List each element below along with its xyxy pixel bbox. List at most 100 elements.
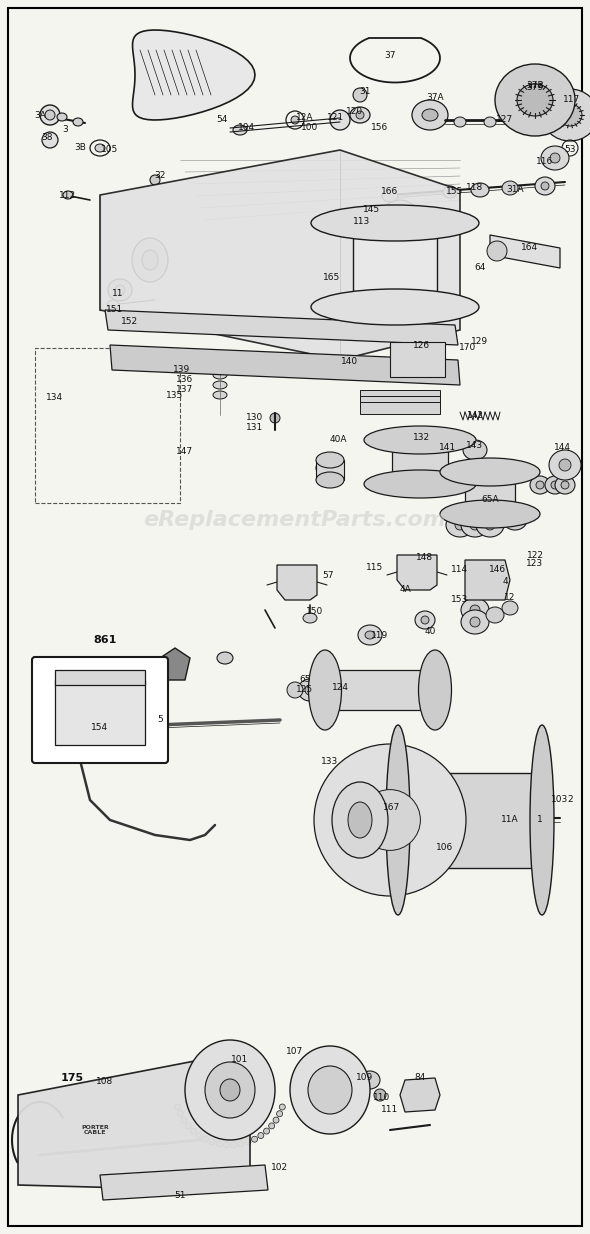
Bar bbox=[398, 772, 543, 868]
Text: 102: 102 bbox=[271, 1164, 289, 1172]
Text: 127: 127 bbox=[496, 116, 513, 125]
Text: 140: 140 bbox=[342, 358, 359, 366]
Text: PORTER
CABLE: PORTER CABLE bbox=[81, 1124, 109, 1135]
Text: 12: 12 bbox=[504, 594, 516, 602]
Text: 117: 117 bbox=[563, 95, 581, 105]
Ellipse shape bbox=[330, 110, 350, 130]
Ellipse shape bbox=[380, 200, 420, 239]
Text: 111: 111 bbox=[381, 1106, 399, 1114]
Text: 112: 112 bbox=[60, 190, 77, 200]
Ellipse shape bbox=[535, 176, 555, 195]
Text: 137: 137 bbox=[176, 385, 194, 395]
Ellipse shape bbox=[461, 610, 489, 634]
Ellipse shape bbox=[463, 441, 487, 460]
Text: 131: 131 bbox=[247, 423, 264, 432]
Text: 31: 31 bbox=[359, 88, 371, 96]
Text: 129: 129 bbox=[471, 338, 489, 347]
Ellipse shape bbox=[220, 1079, 240, 1101]
Bar bbox=[325, 670, 435, 710]
Ellipse shape bbox=[330, 681, 350, 698]
Ellipse shape bbox=[238, 1141, 244, 1146]
Ellipse shape bbox=[305, 685, 315, 695]
Ellipse shape bbox=[382, 190, 398, 202]
Bar bbox=[360, 390, 440, 402]
Text: 125: 125 bbox=[296, 686, 313, 695]
Ellipse shape bbox=[558, 104, 582, 126]
Ellipse shape bbox=[440, 458, 540, 486]
Text: 132: 132 bbox=[414, 433, 431, 443]
Ellipse shape bbox=[233, 125, 247, 135]
Text: 37: 37 bbox=[384, 52, 396, 60]
Ellipse shape bbox=[231, 1141, 237, 1148]
Ellipse shape bbox=[191, 1128, 196, 1134]
Ellipse shape bbox=[487, 241, 507, 262]
Text: 142: 142 bbox=[467, 411, 483, 420]
Text: 51: 51 bbox=[174, 1191, 186, 1199]
Text: 165: 165 bbox=[323, 274, 340, 283]
Text: 379: 379 bbox=[526, 84, 543, 93]
Text: 152: 152 bbox=[122, 317, 139, 327]
Ellipse shape bbox=[181, 1117, 187, 1123]
Text: 101: 101 bbox=[231, 1055, 248, 1065]
Text: 37B: 37B bbox=[526, 80, 544, 90]
Polygon shape bbox=[18, 1060, 250, 1190]
Text: 144: 144 bbox=[553, 443, 571, 453]
Text: 146: 146 bbox=[490, 565, 507, 575]
Ellipse shape bbox=[314, 744, 466, 896]
Ellipse shape bbox=[217, 652, 233, 664]
Text: 133: 133 bbox=[322, 758, 339, 766]
Ellipse shape bbox=[418, 650, 451, 731]
Text: 106: 106 bbox=[437, 844, 454, 853]
Text: 134: 134 bbox=[47, 394, 64, 402]
Ellipse shape bbox=[470, 605, 480, 615]
Text: 122: 122 bbox=[526, 550, 543, 559]
Polygon shape bbox=[100, 1165, 268, 1199]
Text: 135: 135 bbox=[166, 390, 183, 400]
Text: 11: 11 bbox=[112, 289, 124, 297]
Ellipse shape bbox=[422, 109, 438, 121]
Bar bbox=[55, 670, 145, 685]
Text: 108: 108 bbox=[96, 1077, 114, 1086]
Ellipse shape bbox=[470, 520, 480, 529]
Text: 3A: 3A bbox=[34, 111, 46, 120]
Ellipse shape bbox=[108, 279, 132, 301]
Ellipse shape bbox=[57, 114, 67, 121]
Ellipse shape bbox=[213, 391, 227, 399]
Polygon shape bbox=[100, 151, 460, 360]
Ellipse shape bbox=[503, 510, 527, 529]
Ellipse shape bbox=[550, 153, 560, 163]
Ellipse shape bbox=[273, 1117, 279, 1123]
Ellipse shape bbox=[196, 1133, 202, 1139]
Polygon shape bbox=[400, 1079, 440, 1112]
Text: 155: 155 bbox=[447, 188, 464, 196]
Bar bbox=[392, 441, 448, 484]
Text: 143: 143 bbox=[467, 441, 484, 449]
Ellipse shape bbox=[447, 189, 453, 195]
Polygon shape bbox=[133, 30, 255, 120]
Ellipse shape bbox=[551, 481, 559, 489]
Text: 57: 57 bbox=[322, 570, 334, 580]
Ellipse shape bbox=[455, 520, 465, 529]
Ellipse shape bbox=[415, 611, 435, 629]
Text: eReplacementParts.com: eReplacementParts.com bbox=[143, 510, 447, 529]
Text: 12A: 12A bbox=[296, 114, 314, 122]
Text: 150: 150 bbox=[306, 607, 324, 617]
Ellipse shape bbox=[530, 476, 550, 494]
Ellipse shape bbox=[386, 726, 410, 914]
Text: 154: 154 bbox=[91, 723, 109, 733]
Ellipse shape bbox=[443, 186, 457, 197]
Ellipse shape bbox=[356, 111, 364, 118]
Ellipse shape bbox=[251, 1137, 258, 1143]
Ellipse shape bbox=[95, 676, 105, 684]
Ellipse shape bbox=[495, 64, 575, 136]
Text: 100: 100 bbox=[301, 123, 319, 132]
Text: 147: 147 bbox=[176, 448, 194, 457]
Bar bbox=[360, 396, 440, 408]
Ellipse shape bbox=[45, 110, 55, 120]
Text: 119: 119 bbox=[371, 631, 389, 639]
Text: 115: 115 bbox=[366, 564, 384, 573]
Ellipse shape bbox=[270, 413, 280, 423]
Ellipse shape bbox=[178, 1111, 183, 1117]
Ellipse shape bbox=[107, 300, 119, 310]
Ellipse shape bbox=[311, 289, 479, 325]
